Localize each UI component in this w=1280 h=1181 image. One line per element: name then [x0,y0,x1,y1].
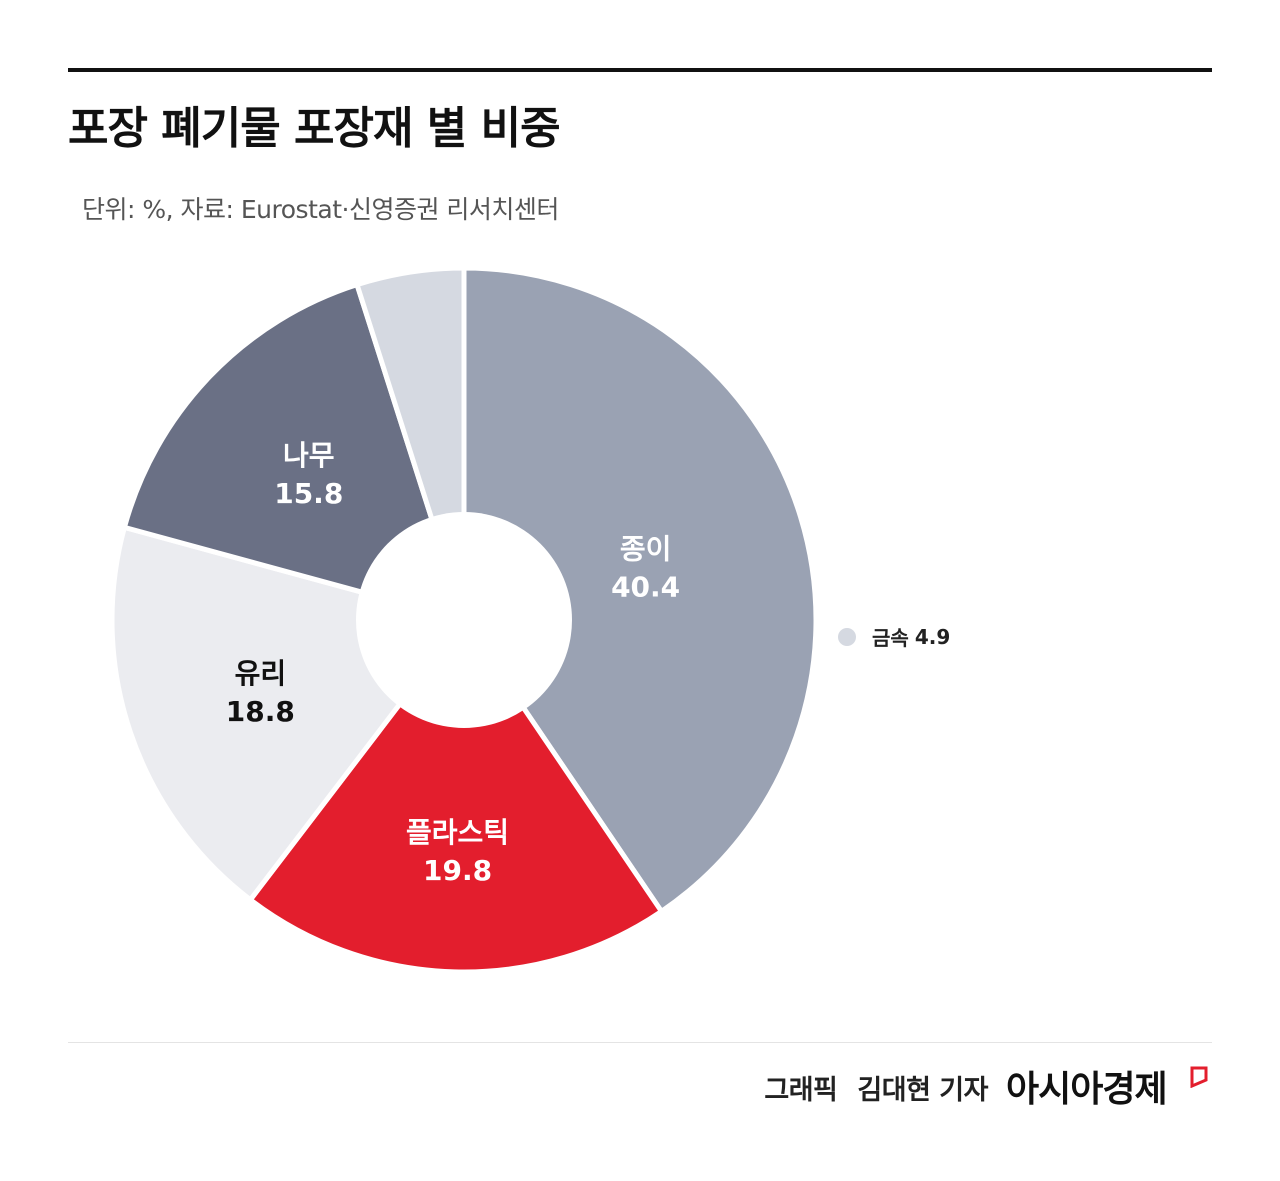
credit-role: 그래픽 [764,1075,838,1106]
slice-value-0: 40.4 [611,570,680,603]
chart-title: 포장 폐기물 포장재 별 비중 [68,103,561,154]
slice-value-3: 15.8 [274,477,343,510]
top-rule [68,68,1212,72]
slice-1 [247,617,664,975]
legend-label: 금속 [872,626,909,650]
slice-label-3: 나무 [283,439,335,472]
slice-label-0: 종이 [620,532,672,565]
brand-mark-icon [1190,1066,1208,1088]
credit-author: 김대현 기자 [857,1075,988,1106]
chart-subtitle: 단위: %, 자료: Eurostat·신영증권 리서치센터 [82,195,559,224]
brand-logo: 아시아경제 [1006,1069,1168,1110]
slice-value-1: 19.8 [423,854,492,887]
legend-value: 4.9 [914,624,951,649]
slice-0 [461,265,819,914]
donut-hole [356,512,572,728]
slice-3 [121,282,467,623]
legend-item-metal: 금속 4.9 [838,622,950,651]
legend-swatch [838,627,856,646]
bottom-rule [68,1042,1212,1043]
slice-value-2: 18.8 [226,695,295,728]
credit: 그래픽 김대현 기자 [764,1068,988,1107]
slice-label-2: 유리 [235,657,287,690]
slice-label-1: 플라스틱 [406,816,509,849]
